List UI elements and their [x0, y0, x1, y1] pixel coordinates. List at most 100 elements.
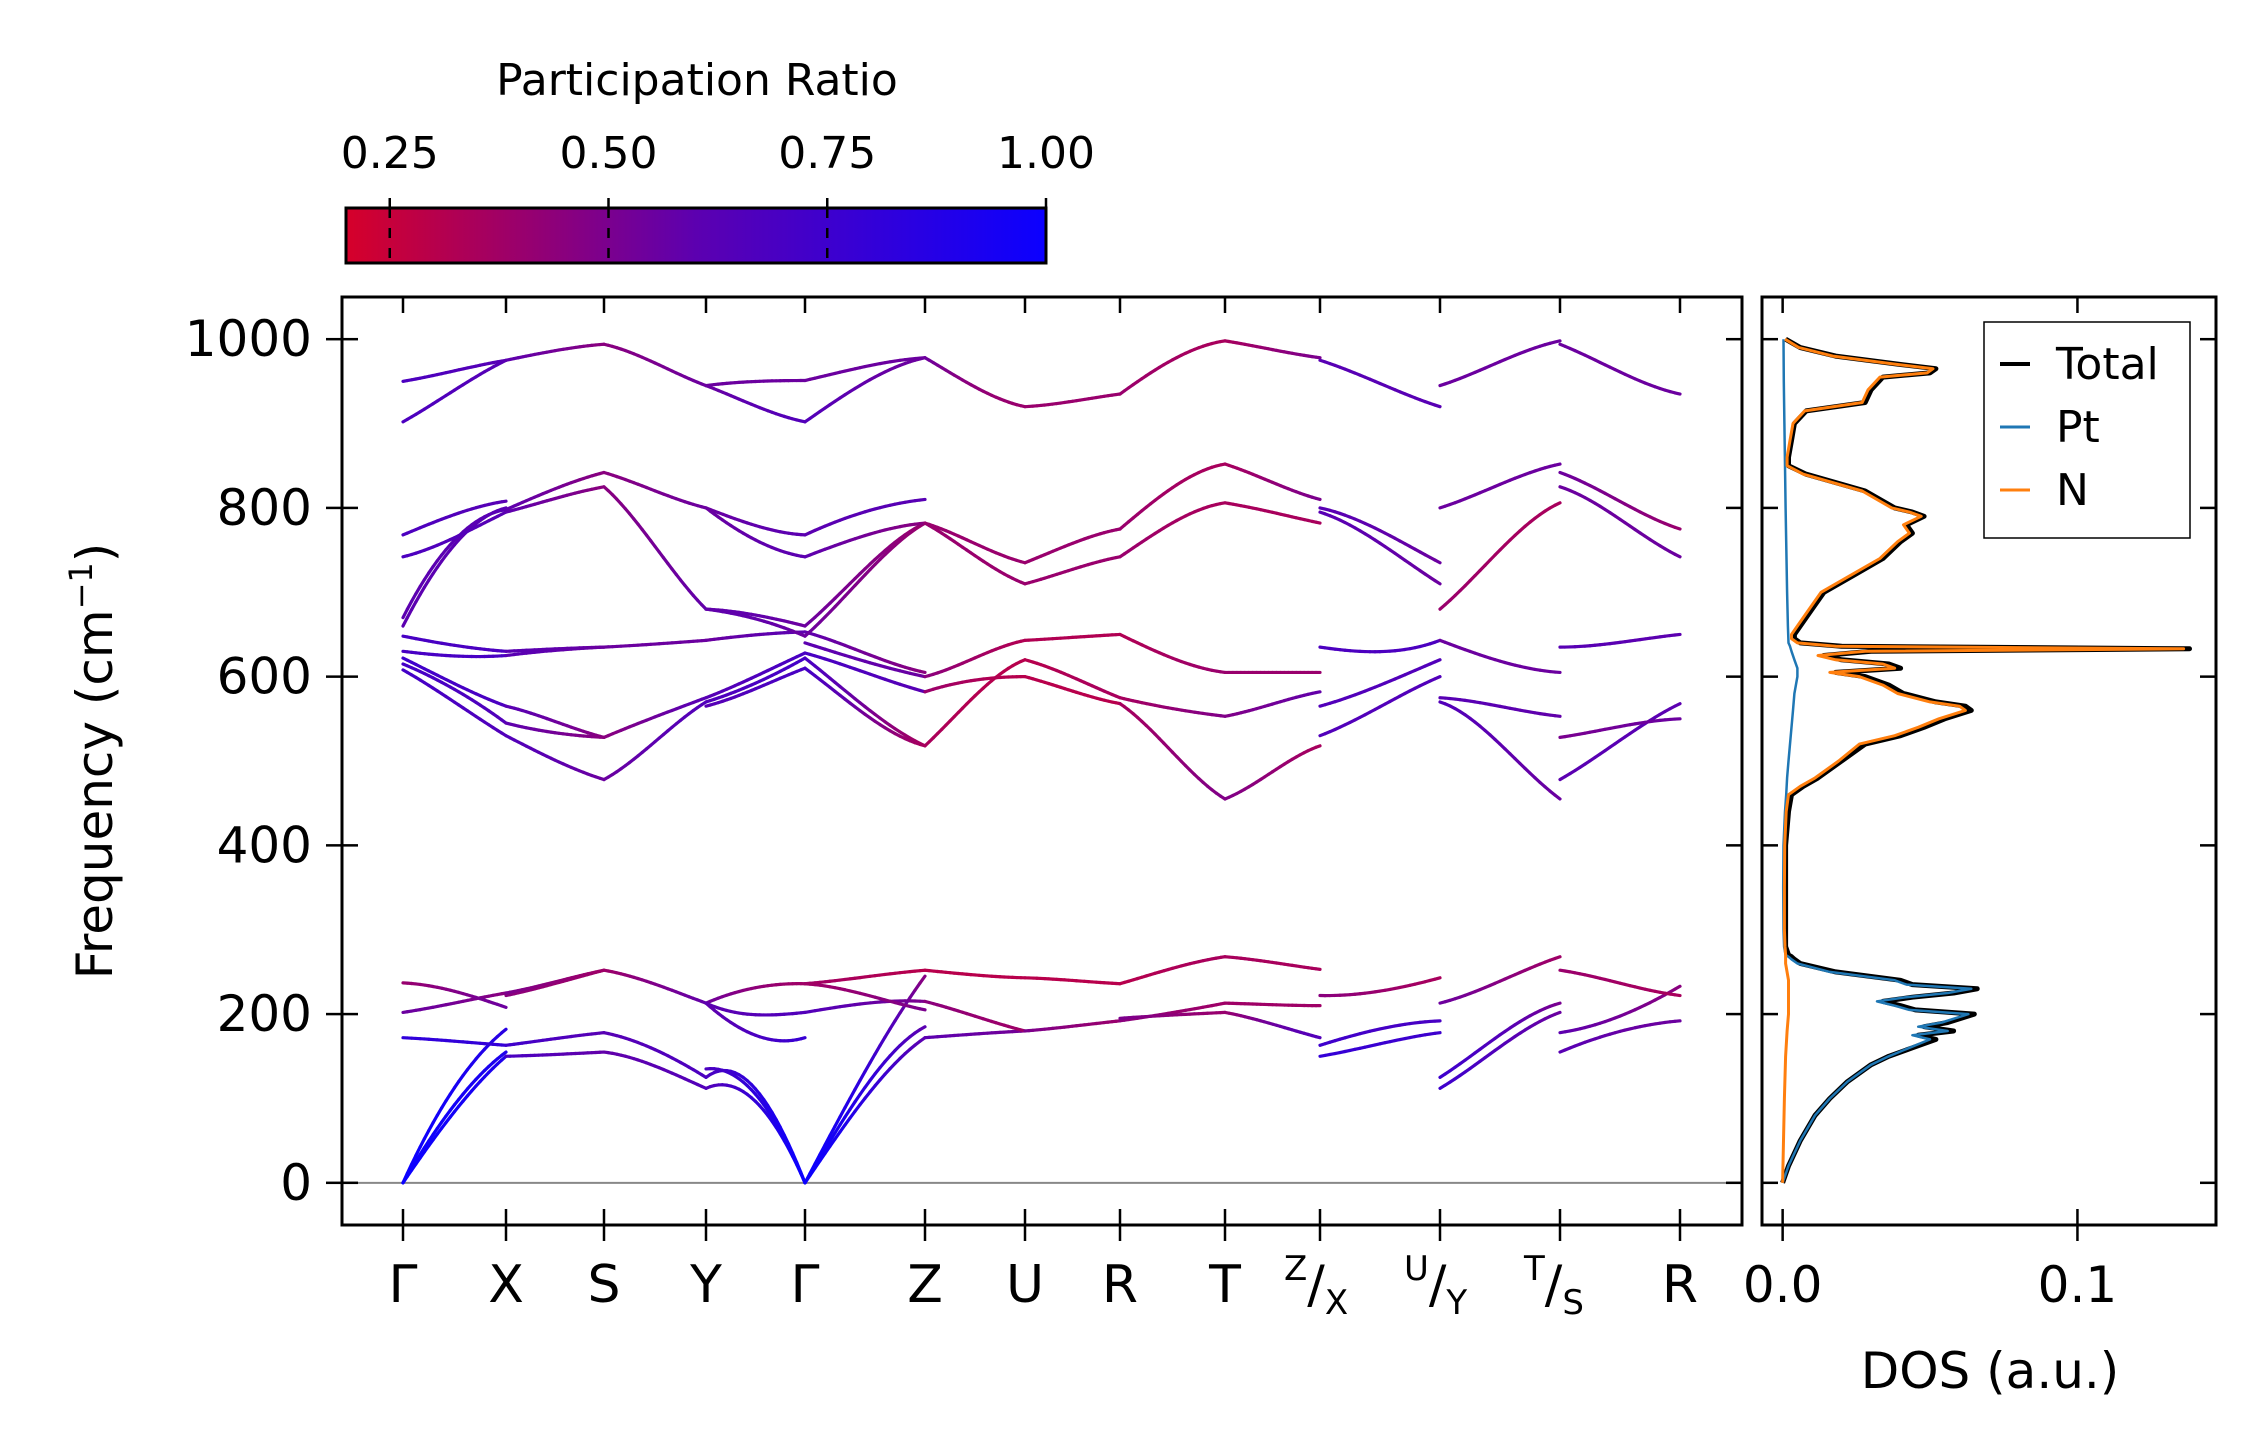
k-point-label: Z/X: [1284, 1249, 1348, 1323]
phonon-band: [602, 1031, 708, 1079]
band-segment: [504, 342, 606, 1058]
phonon-band: [704, 651, 807, 700]
phonon-band: [923, 999, 1027, 1033]
band-piece: [918, 1025, 927, 1032]
band-piece: [833, 1115, 842, 1128]
phonon-band: [504, 704, 606, 739]
phonon-band: [1438, 1001, 1562, 1079]
phonon-band: [704, 378, 807, 388]
band-segment: [401, 358, 508, 1185]
phonon-band: [1438, 638, 1562, 675]
phonon-band: [401, 510, 508, 559]
band-piece: [405, 1162, 414, 1176]
phonon-band: [704, 383, 807, 424]
phonon-band: [704, 1083, 807, 1185]
dos-x-axis-label: DOS (a.u.): [1861, 1342, 2120, 1400]
phonon-band: [1438, 700, 1562, 801]
phonon-band: [1223, 1001, 1322, 1008]
phonon-band: [1318, 1031, 1442, 1058]
y-tick-label: 800: [217, 479, 312, 537]
band-piece: [1673, 391, 1682, 396]
band-piece: [1314, 520, 1322, 525]
k-point-label: Y: [689, 1255, 722, 1315]
dos-panel: 0.0 0.1 DOS (a.u.) Total Pt N: [1743, 295, 2218, 1400]
phonon-band: [923, 968, 1027, 980]
phonon-band: [704, 506, 807, 559]
phonon-band: [923, 675, 1027, 694]
phonon-band: [602, 696, 708, 739]
band-piece: [818, 1147, 827, 1160]
phonon-band: [1558, 717, 1682, 739]
phonon-band: [704, 982, 807, 1005]
dos-series-n: [1781, 337, 2186, 1183]
phonon-band: [1438, 696, 1562, 718]
y-tick-label: 400: [217, 816, 312, 874]
phonon-band: [504, 721, 606, 739]
band-piece: [843, 1096, 852, 1110]
phonon-band: [803, 651, 927, 694]
band-segment: [1558, 342, 1682, 1054]
band-piece: [878, 1035, 887, 1048]
phonon-band: [704, 506, 807, 537]
band-piece: [1433, 976, 1442, 981]
phonon-band: [803, 521, 927, 638]
phonon-band: [602, 1050, 708, 1090]
band-piece: [1433, 403, 1442, 409]
phonon-band: [401, 981, 508, 1009]
phonon-band: [401, 1036, 508, 1047]
k-point-label: T/S: [1523, 1249, 1584, 1323]
band-piece: [500, 1004, 508, 1009]
band-lines: [401, 339, 1682, 1185]
colorbar-ticks: 0.25 0.50 0.75 1.00: [341, 128, 1095, 263]
band-piece: [1553, 793, 1562, 801]
phonon-band: [1118, 462, 1227, 531]
colorbar-tick-label: 0.25: [341, 128, 439, 179]
band-piece: [863, 1061, 872, 1074]
phonon-band: [1318, 675, 1442, 738]
legend-label: N: [2056, 465, 2089, 516]
phonon-band: [1223, 744, 1322, 801]
phonon-band: [602, 485, 708, 611]
band-piece: [1314, 690, 1322, 695]
phonon-band: [704, 666, 807, 708]
dos-axes-frame: [1760, 295, 2218, 1227]
phonon-band: [1223, 690, 1322, 718]
phonon-band: [704, 656, 807, 704]
band-piece: [1673, 632, 1682, 637]
phonon-band: [1023, 632, 1122, 642]
band-piece: [1553, 501, 1562, 507]
band-piece: [1433, 1031, 1442, 1035]
band-piece: [1314, 355, 1322, 360]
phonon-band: [1558, 342, 1682, 396]
band-piece: [1314, 967, 1322, 971]
band-piece: [1673, 552, 1682, 559]
phonon-band: [602, 470, 708, 510]
phonon-band: [401, 649, 508, 659]
legend-label: Total: [2055, 339, 2159, 390]
k-point-label: R: [1102, 1255, 1138, 1315]
phonon-band: [504, 734, 606, 782]
band-piece: [1433, 579, 1442, 586]
phonon-band: [504, 342, 606, 362]
band-piece: [818, 1143, 827, 1156]
band-piece: [1553, 714, 1562, 718]
legend-label: Pt: [2056, 402, 2100, 453]
band-y-ticks: 0 200 400 600 800 1000: [185, 310, 1742, 1212]
phonon-band: [704, 1001, 807, 1017]
dos-x-tick-label: 0.1: [2038, 1256, 2118, 1314]
phonon-band: [1118, 702, 1227, 801]
phonon-band: [401, 499, 508, 537]
band-piece: [853, 1078, 862, 1092]
band-piece: [795, 1162, 803, 1175]
phonon-band: [1558, 470, 1682, 531]
phonon-band: [1318, 638, 1442, 654]
band-piece: [1673, 702, 1682, 708]
phonon-band: [803, 1036, 927, 1185]
phonon-band: [602, 700, 708, 782]
band-piece: [823, 1139, 832, 1151]
phonon-band: [1438, 501, 1562, 611]
phonon-band: [923, 521, 1027, 586]
band-piece: [823, 1133, 832, 1147]
